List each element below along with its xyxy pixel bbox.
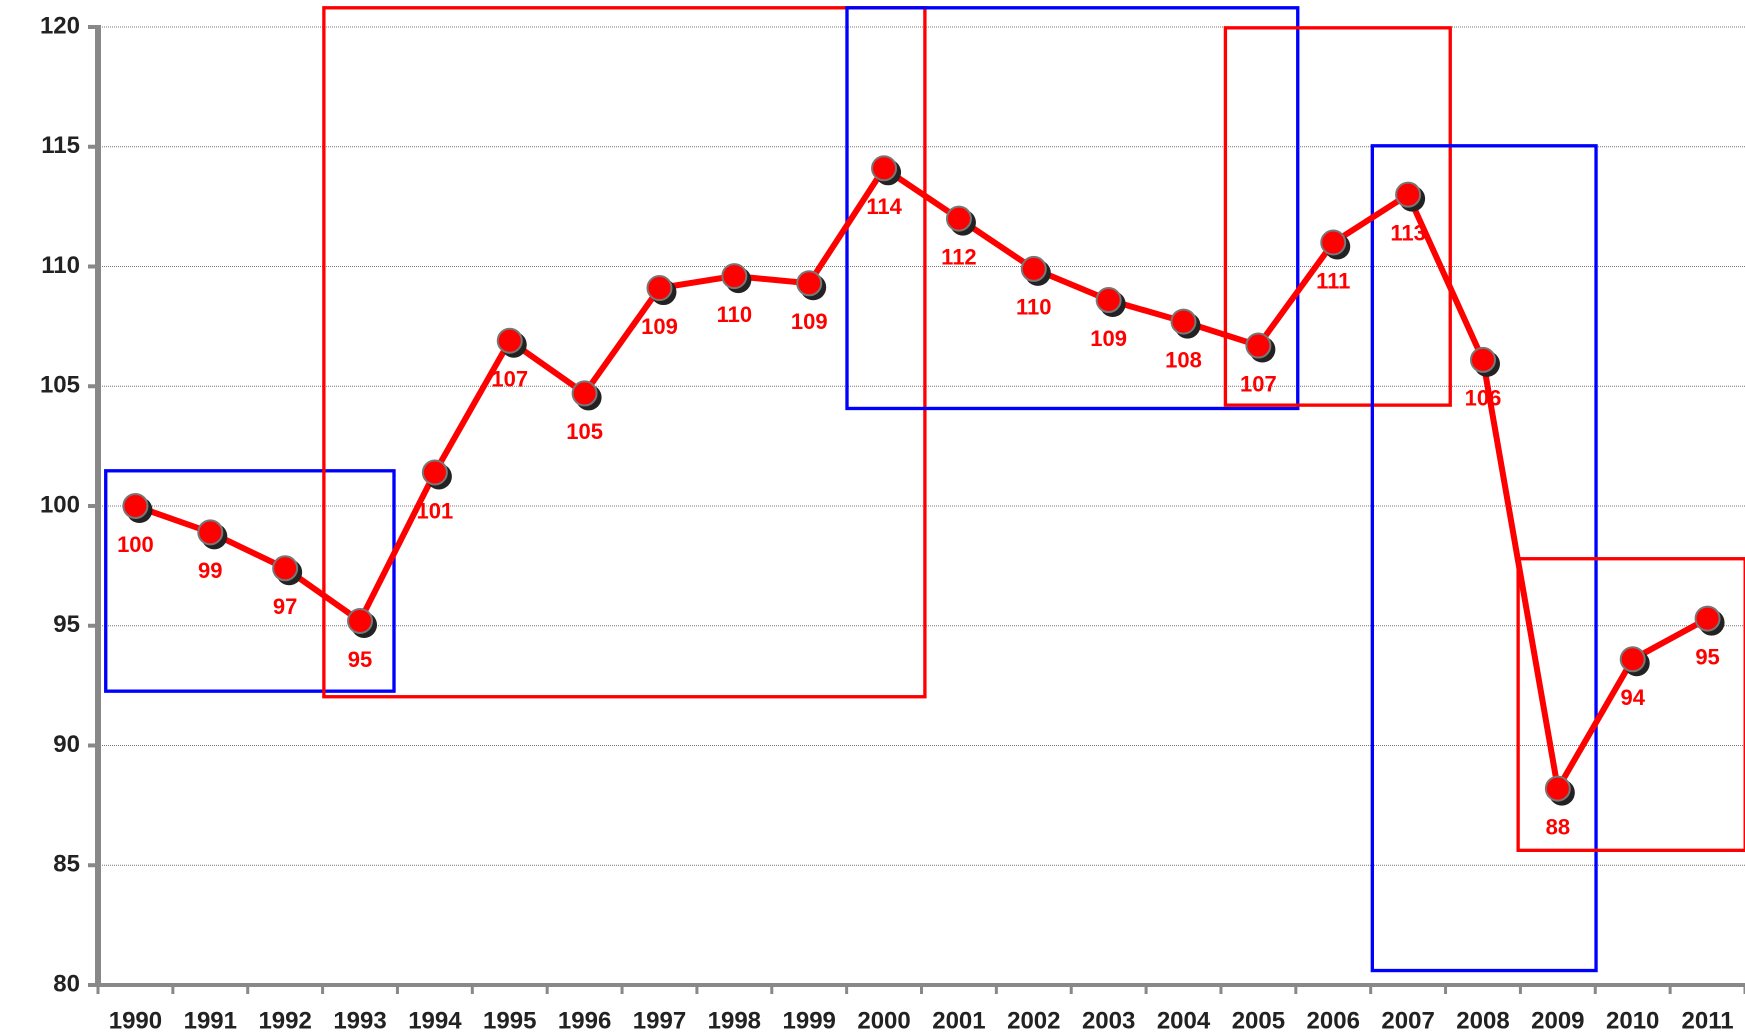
data-label: 100 xyxy=(117,532,154,557)
x-tick-label: 2003 xyxy=(1082,1007,1135,1034)
x-tick-label: 2006 xyxy=(1307,1007,1360,1034)
highlight-box xyxy=(322,6,927,699)
marker xyxy=(945,205,972,232)
marker xyxy=(1095,287,1122,314)
y-tick-label: 115 xyxy=(41,132,80,159)
data-label: 95 xyxy=(348,647,372,672)
marker xyxy=(1320,229,1347,256)
line xyxy=(134,164,1710,798)
highlight-boxes xyxy=(104,6,1745,973)
data-label: 108 xyxy=(1165,347,1202,372)
highlight-box xyxy=(845,6,1300,411)
x-tick-label: 2010 xyxy=(1606,1007,1659,1034)
x-tick-label: 2008 xyxy=(1456,1007,1509,1034)
x-tick-label: 2004 xyxy=(1157,1007,1211,1034)
marker xyxy=(1020,255,1047,282)
data-label: 113 xyxy=(1390,220,1426,245)
y-tick-label: 120 xyxy=(40,12,80,39)
data-label: 99 xyxy=(198,558,222,583)
y-tick-label: 110 xyxy=(41,252,80,279)
x-tick-label: 2000 xyxy=(857,1007,910,1034)
marker xyxy=(496,327,523,354)
marker xyxy=(1619,646,1646,673)
marker xyxy=(1395,181,1422,208)
x-tick-label: 1991 xyxy=(184,1007,237,1034)
y-tick-label: 80 xyxy=(53,970,80,997)
x-tick-label: 1997 xyxy=(633,1007,686,1034)
x-tick-label: 2007 xyxy=(1381,1007,1434,1034)
x-tick-label: 1990 xyxy=(109,1007,162,1034)
data-label: 112 xyxy=(941,244,977,269)
highlight-box xyxy=(1516,557,1745,853)
data-label: 109 xyxy=(641,314,678,339)
data-label: 97 xyxy=(273,594,297,619)
data-label: 107 xyxy=(1240,371,1277,396)
marker xyxy=(1469,346,1496,373)
marker xyxy=(871,155,898,182)
x-tick-label: 2001 xyxy=(932,1007,985,1034)
x-tick-label: 2002 xyxy=(1007,1007,1060,1034)
data-label: 95 xyxy=(1695,644,1719,669)
data-label: 111 xyxy=(1316,268,1350,293)
marker xyxy=(1544,775,1571,802)
data-label: 105 xyxy=(566,419,603,444)
data-label: 109 xyxy=(791,309,828,334)
highlight-box xyxy=(1223,26,1452,407)
data-label: 110 xyxy=(1016,295,1052,320)
x-tick-label: 1993 xyxy=(333,1007,386,1034)
x-tick-label: 1992 xyxy=(258,1007,311,1034)
data-label: 107 xyxy=(491,367,528,392)
data-label: 94 xyxy=(1620,685,1645,710)
y-tick-label: 85 xyxy=(53,851,80,878)
x-tick-label: 2005 xyxy=(1232,1007,1285,1034)
y-tick-label: 105 xyxy=(40,372,80,399)
x-tick-label: 2011 xyxy=(1682,1007,1734,1034)
x-tick-label: 1995 xyxy=(483,1007,536,1034)
data-label: 110 xyxy=(717,302,753,327)
marker xyxy=(272,555,299,582)
marker xyxy=(197,519,224,546)
y-tick-label: 100 xyxy=(40,491,80,518)
y-tick-label: 95 xyxy=(53,611,80,638)
marker xyxy=(646,275,673,302)
x-tick-label: 1996 xyxy=(558,1007,611,1034)
highlight-box xyxy=(104,469,396,693)
x-tick-label: 1998 xyxy=(708,1007,761,1034)
x-tick-label: 2009 xyxy=(1531,1007,1584,1034)
x-tick-label: 1994 xyxy=(408,1007,462,1034)
marker xyxy=(1245,332,1272,359)
marker xyxy=(1170,308,1197,335)
marker xyxy=(796,270,823,297)
data-label: 109 xyxy=(1090,326,1127,351)
y-tick-label: 90 xyxy=(53,731,80,758)
marker xyxy=(721,263,748,290)
marker xyxy=(1694,605,1721,632)
data-label: 114 xyxy=(866,194,902,219)
data-label: 88 xyxy=(1546,814,1570,839)
data-label: 101 xyxy=(417,498,454,523)
marker xyxy=(122,493,149,519)
marker xyxy=(347,607,374,634)
x-tick-label: 1999 xyxy=(783,1007,836,1034)
marker xyxy=(571,380,598,407)
data-label: 106 xyxy=(1465,386,1502,411)
marker xyxy=(421,459,448,486)
